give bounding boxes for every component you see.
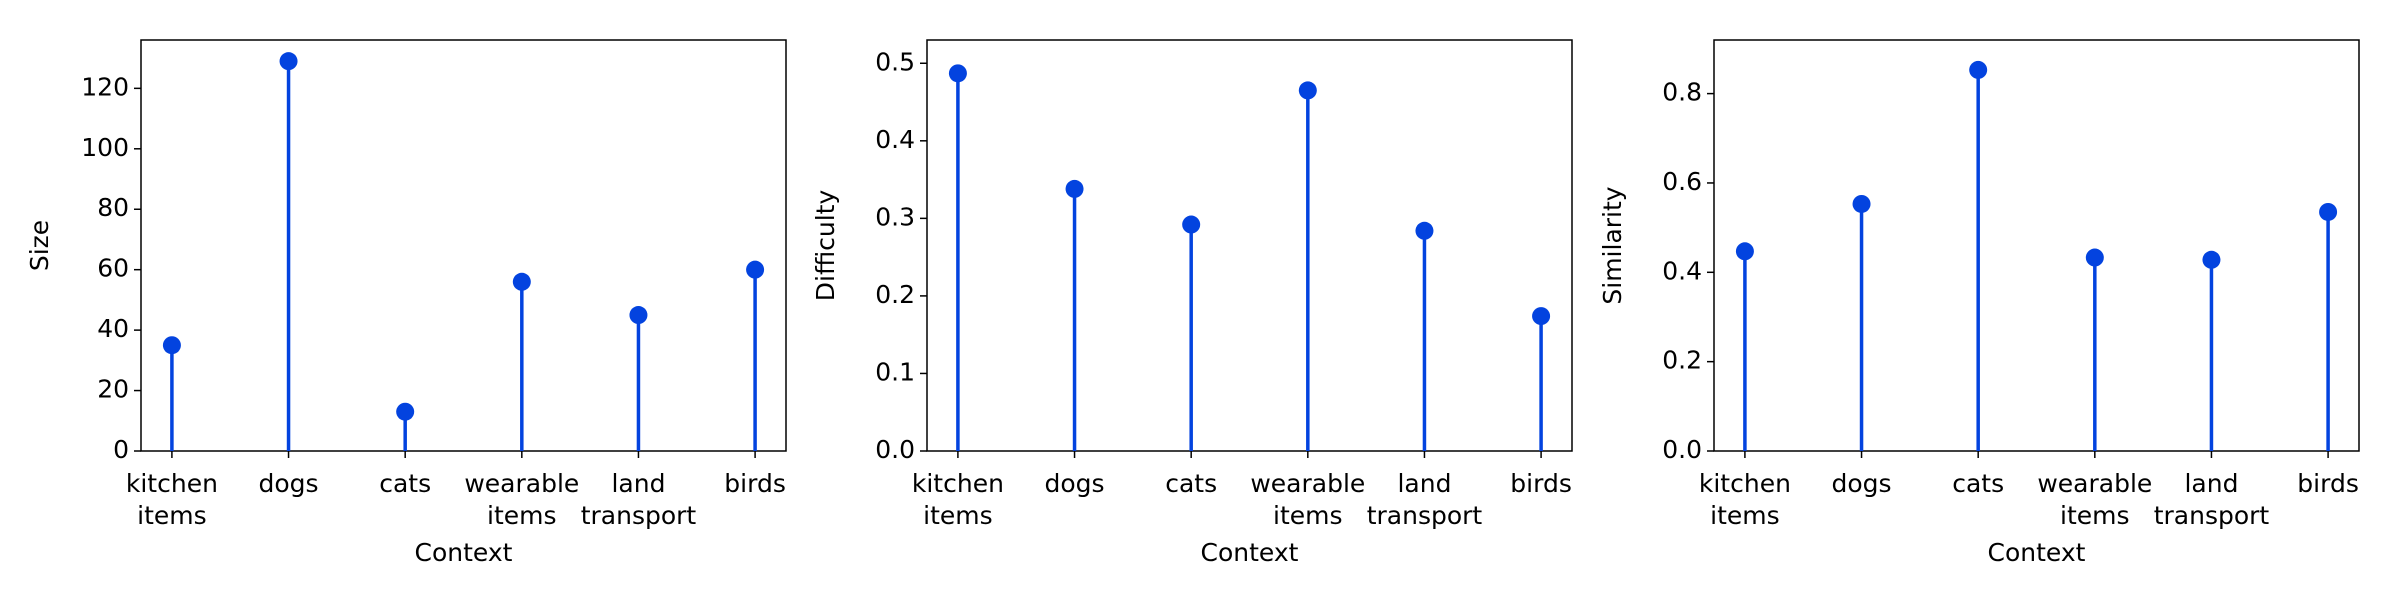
y-tick-label: 0.2 [1662, 346, 1702, 375]
stem-marker [1065, 179, 1084, 198]
y-tick-label: 0.1 [875, 357, 915, 386]
stem-marker [1852, 194, 1871, 213]
y-tick-label: 0.0 [875, 435, 915, 464]
y-tick-label: 0.5 [875, 47, 915, 76]
y-tick-label: 0.2 [875, 280, 915, 309]
stem-marker [1298, 81, 1317, 100]
stem-marker [948, 64, 967, 83]
x-tick-label: dogs [1044, 469, 1105, 498]
x-tick-label: kitchen items [1698, 469, 1791, 530]
x-tick-label: kitchen items [911, 469, 1004, 530]
x-axis-label: Context [1201, 538, 1299, 567]
y-axis-label: Similarity [1598, 186, 1627, 304]
stem-marker [1182, 215, 1201, 234]
plot-frame [1713, 39, 2360, 452]
x-tick-label: cats [379, 469, 432, 498]
x-tick-label: birds [724, 469, 786, 498]
stem-marker [2319, 202, 2338, 221]
plot-frame [926, 39, 1573, 452]
y-tick-label: 0.6 [1662, 167, 1702, 196]
x-tick-label: dogs [258, 469, 319, 498]
y-tick-label: 60 [97, 254, 129, 283]
x-tick-label: kitchen items [125, 469, 218, 530]
x-tick-label: birds [1510, 469, 1572, 498]
y-tick-label: 0.0 [1662, 435, 1702, 464]
y-tick-label: 0.8 [1662, 78, 1702, 107]
x-tick-label: wearable items [2037, 469, 2153, 530]
x-tick-label: cats [1952, 469, 2005, 498]
x-tick-label: wearable items [464, 469, 580, 530]
stem-marker [279, 52, 298, 71]
y-tick-label: 100 [81, 133, 129, 162]
y-tick-label: 0 [113, 435, 129, 464]
x-tick-label: cats [1165, 469, 1218, 498]
x-axis-label: Context [1988, 538, 2086, 567]
y-tick-label: 0.3 [875, 202, 915, 231]
stem-marker [396, 402, 415, 421]
stem-marker [512, 272, 531, 291]
y-tick-label: 0.4 [875, 125, 915, 154]
x-tick-label: land transport [2153, 469, 2270, 530]
stem-marker [2202, 250, 2221, 269]
y-tick-label: 0.4 [1662, 256, 1702, 285]
plot-frame [140, 39, 787, 452]
y-axis-label: Difficulty [811, 190, 840, 302]
stem-marker [1735, 242, 1754, 261]
stem-marker [2085, 248, 2104, 267]
y-tick-label: 20 [97, 375, 129, 404]
y-tick-label: 80 [97, 193, 129, 222]
stem-marker [162, 336, 181, 355]
y-tick-label: 40 [97, 314, 129, 343]
x-tick-label: wearable items [1250, 469, 1366, 530]
x-tick-label: dogs [1831, 469, 1892, 498]
x-axis-label: Context [415, 538, 513, 567]
x-tick-label: birds [2297, 469, 2359, 498]
y-axis-label: Size [25, 220, 54, 271]
x-tick-label: land transport [580, 469, 697, 530]
stem-marker [629, 306, 648, 325]
stem-marker [1969, 60, 1988, 79]
stem-marker [1415, 221, 1434, 240]
x-tick-label: land transport [1366, 469, 1483, 530]
stem-marker [746, 260, 765, 279]
y-tick-label: 120 [81, 72, 129, 101]
stem-marker [1532, 307, 1551, 326]
